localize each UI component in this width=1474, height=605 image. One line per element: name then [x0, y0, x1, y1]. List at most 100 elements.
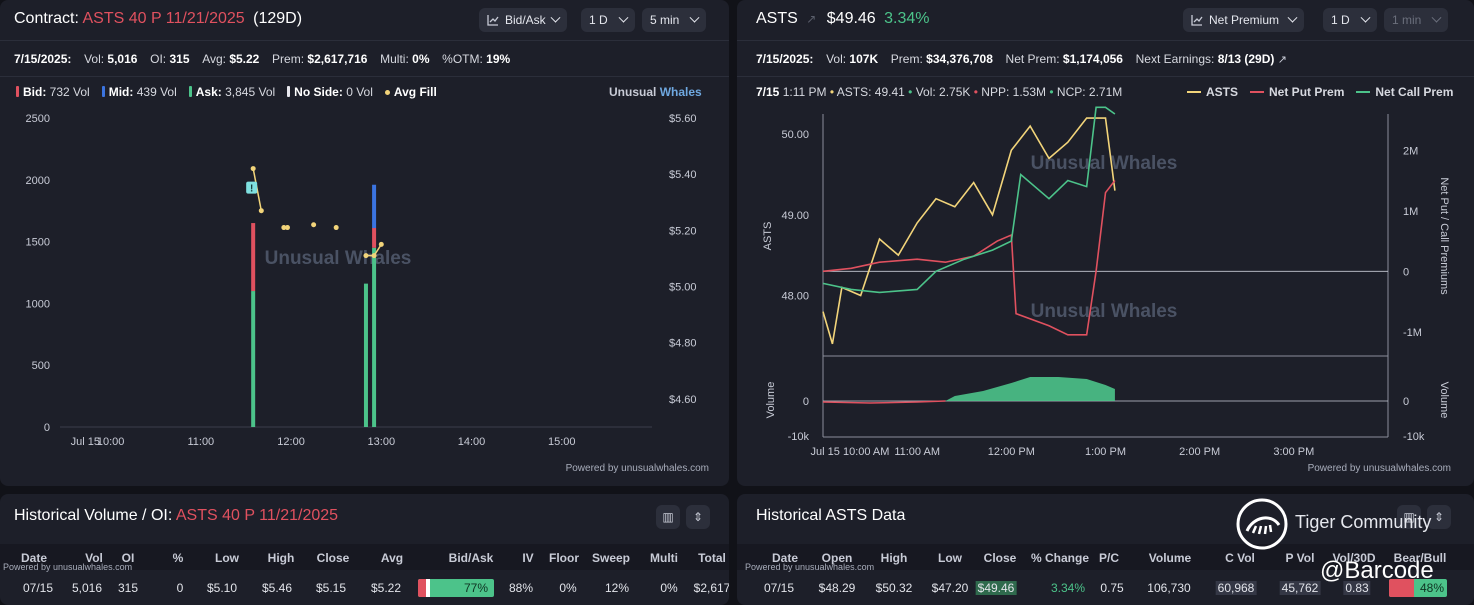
y2-tick-label: -1M	[1403, 327, 1422, 339]
x-tick-label: 13:00	[368, 436, 396, 448]
column-header[interactable]: Low	[215, 551, 239, 565]
avg-fill-point	[363, 253, 369, 259]
column-header[interactable]: High	[880, 551, 908, 565]
premium-dropdown[interactable]: Net Premium	[1183, 8, 1305, 32]
interval-dropdown[interactable]: 5 min	[642, 8, 707, 32]
column-header[interactable]: Close	[316, 551, 350, 565]
expand-icon[interactable]: ⇕	[1427, 505, 1451, 529]
column-header[interactable]: Vol	[85, 551, 103, 565]
legend-net-put[interactable]: Net Put Prem	[1250, 85, 1344, 99]
column-header[interactable]: Date	[771, 551, 799, 565]
column-header[interactable]: Sweep	[591, 551, 631, 565]
trade-marker	[246, 181, 258, 194]
column-header[interactable]: Floor	[549, 551, 579, 565]
watermark: Unusual Whales	[1031, 153, 1178, 174]
column-header[interactable]: % Change	[1030, 551, 1090, 565]
avg-fill-point	[258, 208, 264, 214]
tiger-logo-icon	[1236, 498, 1288, 550]
table-cell: 3.34%	[1050, 581, 1086, 595]
x-tick-label: 12:00	[277, 436, 305, 448]
x-tick-label: 15:00	[548, 436, 576, 448]
watermark: Unusual Whales	[1031, 301, 1178, 322]
legend-net-call[interactable]: Net Call Prem	[1356, 85, 1453, 99]
bidask-dropdown[interactable]: Bid/Ask	[479, 8, 567, 32]
x-tick-label: 1:00 PM	[1085, 446, 1126, 458]
range-dropdown[interactable]: 1 D	[1323, 8, 1377, 32]
column-header[interactable]: Bid/Ask	[448, 551, 494, 565]
column-header[interactable]: Volume	[1148, 551, 1192, 565]
column-header[interactable]: Low	[938, 551, 962, 565]
y2-axis-label: Net Put / Call Premiums	[1438, 177, 1450, 295]
column-header[interactable]: Date	[20, 551, 48, 565]
volume-area	[823, 377, 1115, 401]
column-header[interactable]: High	[267, 551, 295, 565]
column-header[interactable]: Multi	[650, 551, 678, 565]
column-header[interactable]: C Vol	[1225, 551, 1255, 565]
ticker-stats: 7/15/2025: Vol: 107K Prem: $34,376,708 N…	[756, 52, 1287, 66]
y2-tick-label: 1M	[1403, 206, 1418, 218]
y-tick-label: 1500	[26, 237, 50, 249]
contract-volume-chart[interactable]: 0 500 1000 1500 2000 2500 $4.60 $4.80 $5.00 $5.20…	[0, 100, 729, 455]
legend-noside[interactable]: No Side: 0 Vol	[287, 85, 373, 99]
premium-label: Net Premium	[1209, 13, 1280, 27]
column-header[interactable]: Total	[698, 551, 726, 565]
trade-marker-label: !	[250, 184, 253, 195]
table-cell: 88%	[508, 581, 534, 595]
range-dropdown[interactable]: 1 D	[581, 8, 635, 32]
table-cell: 60,968	[1215, 581, 1257, 595]
bidask-label: Bid/Ask	[505, 13, 546, 27]
y-axis-label: ASTS	[762, 222, 774, 251]
column-header[interactable]: %	[172, 551, 184, 565]
bar-ask	[372, 247, 377, 427]
table-header	[737, 544, 1474, 570]
chevron-down-icon	[1431, 12, 1442, 23]
avg-fill-point	[333, 225, 339, 231]
column-header[interactable]: IV	[522, 551, 534, 565]
bidask-legend: Bid: 732 Vol Mid: 439 Vol Ask: 3,845 Vol…	[16, 85, 437, 99]
stat-multi: 0%	[412, 52, 430, 66]
y2-tick-label: $5.60	[669, 113, 697, 125]
legend-asts[interactable]: ASTS	[1187, 85, 1238, 99]
interval-dropdown[interactable]: 1 min	[1384, 8, 1449, 32]
powered-by: Powered by unusualwhales.com	[1307, 463, 1451, 474]
legend-ask[interactable]: Ask: 3,845 Vol	[188, 85, 275, 99]
avg-fill-point	[284, 225, 290, 231]
bar-bid	[251, 223, 256, 292]
y2-tick-label: $4.60	[669, 394, 697, 406]
legend-bid[interactable]: Bid: 732 Vol	[16, 85, 90, 99]
legend-avgfill[interactable]: Avg Fill	[384, 85, 437, 99]
ticker-change: 3.34%	[884, 10, 930, 27]
interval-label: 5 min	[650, 13, 680, 27]
column-header[interactable]: Bear/Bull	[1393, 551, 1447, 565]
powered-by: Powered by unusualwhales.com	[745, 562, 875, 572]
expand-icon[interactable]: ⇕	[686, 505, 710, 529]
y-tick-label: 48.00	[781, 291, 809, 303]
column-header[interactable]: Vol/30D	[1332, 551, 1376, 565]
column-header[interactable]: Avg	[380, 551, 404, 565]
table-cell: $48.29	[818, 581, 856, 595]
bearbull-bar: 48%	[1389, 579, 1447, 597]
stat-oi: 315	[169, 52, 190, 66]
column-header[interactable]: P/C	[1098, 551, 1120, 565]
net-premium-chart[interactable]: 48.00 49.00 50.00 -1M 0 1M 2M -10k 0 -10k 0 Jul 15 …	[737, 100, 1474, 465]
stat-label: Vol:	[826, 52, 847, 66]
chevron-down-icon	[1360, 12, 1371, 23]
y2-tick-label: 2M	[1403, 145, 1418, 157]
columns-icon[interactable]: ▥	[656, 505, 680, 529]
columns-icon[interactable]: ▥	[1397, 505, 1421, 529]
legend-mid[interactable]: Mid: 439 Vol	[101, 85, 177, 99]
x-tick-label: 14:00	[458, 436, 486, 448]
external-link-icon[interactable]: ↗	[1277, 54, 1287, 66]
column-header[interactable]: Open	[821, 551, 853, 565]
contract-name: ASTS 40 P 11/21/2025	[82, 10, 245, 27]
table-cell: $49.46	[975, 581, 1017, 595]
volume-tick-label: -10k	[788, 431, 810, 443]
range-label: 1 D	[589, 13, 608, 27]
ticker-price: $49.46	[826, 10, 876, 27]
column-header[interactable]: OI	[121, 551, 135, 565]
avg-fill-point	[378, 241, 384, 247]
x-tick-label: 12:00 PM	[988, 446, 1035, 458]
bidask-pct: 77%	[463, 581, 488, 595]
column-header[interactable]: P Vol	[1285, 551, 1315, 565]
column-header[interactable]: Close	[983, 551, 1017, 565]
